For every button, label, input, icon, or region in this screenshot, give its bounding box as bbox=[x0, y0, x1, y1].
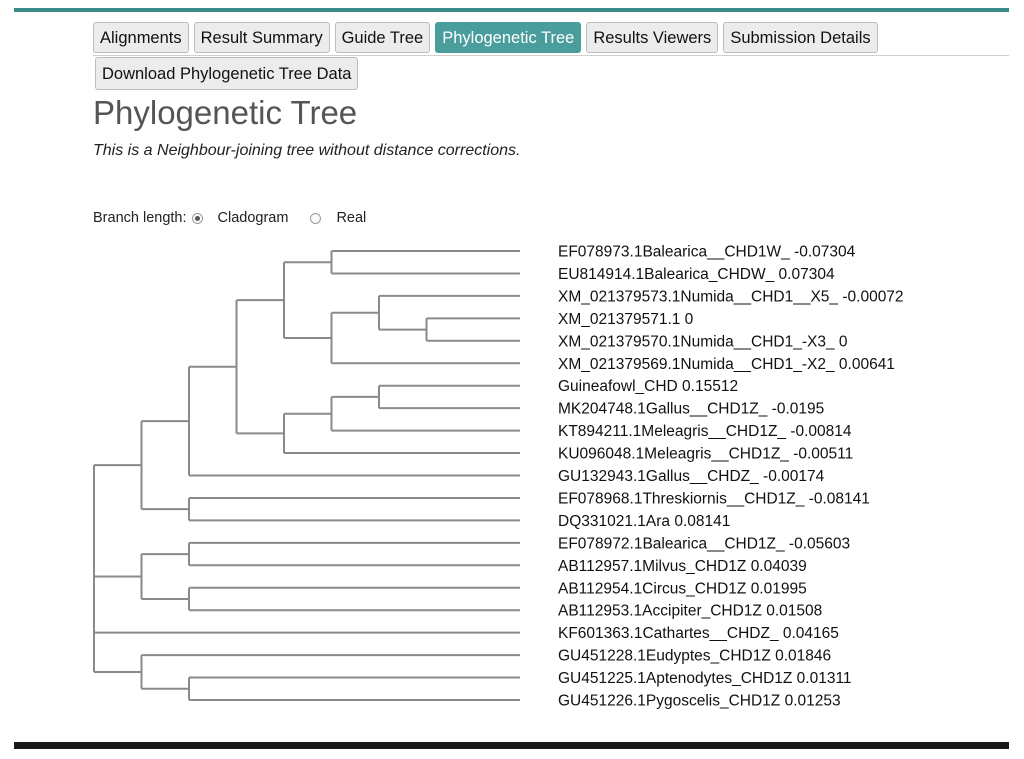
tab-phylogenetic-tree[interactable]: Phylogenetic Tree bbox=[435, 22, 582, 53]
tree-leaf-label: GU451226.1Pygoscelis_CHD1Z 0.01253 bbox=[558, 693, 841, 710]
tree-leaf-label: EF078968.1Threskiornis__CHD1Z_ -0.08141 bbox=[558, 490, 870, 507]
bottom-bar bbox=[14, 742, 1009, 749]
tree-leaf-label: XM_021379573.1Numida__CHD1__X5_ -0.00072 bbox=[558, 288, 904, 305]
tree-leaf-label: EF078972.1Balearica__CHD1Z_ -0.05603 bbox=[558, 535, 850, 552]
tree-leaf-label: KF601363.1Cathartes__CHDZ_ 0.04165 bbox=[558, 625, 839, 642]
tree-leaf-label: KU096048.1Meleagris__CHD1Z_ -0.00511 bbox=[558, 446, 853, 463]
tree-leaf-label: EF078973.1Balearica__CHD1W_ -0.07304 bbox=[558, 244, 856, 261]
download-tree-data-button[interactable]: Download Phylogenetic Tree Data bbox=[95, 57, 359, 90]
tab-guide-tree[interactable]: Guide Tree bbox=[334, 22, 431, 53]
real-option-label[interactable]: Real bbox=[336, 210, 367, 226]
tab-result-summary[interactable]: Result Summary bbox=[193, 22, 330, 53]
tab-bar: Alignments Result Summary Guide Tree Phy… bbox=[93, 22, 883, 53]
tree-leaf-label: GU132943.1Gallus__CHDZ_ -0.00174 bbox=[558, 468, 825, 485]
tree-leaf-label: Guineafowl_CHD 0.15512 bbox=[558, 378, 738, 395]
branch-length-control: Branch length: Cladogram Real bbox=[93, 210, 366, 226]
tree-leaf-label: AB112957.1Milvus_CHD1Z 0.04039 bbox=[558, 558, 807, 575]
tree-leaf-label: XM_021379569.1Numida__CHD1_-X2_ 0.00641 bbox=[558, 356, 895, 373]
page-title: Phylogenetic Tree bbox=[93, 94, 358, 131]
top-accent-bar bbox=[14, 8, 1009, 12]
real-radio[interactable] bbox=[310, 212, 322, 224]
tree-leaf-label: AB112953.1Accipiter_CHD1Z 0.01508 bbox=[558, 603, 822, 620]
page-subtitle: This is a Neighbour-joining tree without… bbox=[93, 142, 521, 159]
cladogram-option-label[interactable]: Cladogram bbox=[217, 210, 289, 226]
cladogram-radio[interactable] bbox=[191, 212, 203, 224]
tree-leaf-label: GU451225.1Aptenodytes_CHD1Z 0.01311 bbox=[558, 670, 852, 687]
branch-length-label: Branch length: bbox=[93, 210, 187, 226]
tree-leaf-label: KT894211.1Meleagris__CHD1Z_ -0.00814 bbox=[558, 423, 852, 440]
tab-divider bbox=[93, 55, 1009, 56]
tree-leaf-label: XM_021379571.1 0 bbox=[558, 311, 694, 328]
tree-leaf-label: XM_021379570.1Numida__CHD1_-X3_ 0 bbox=[558, 333, 848, 350]
tree-leaf-label: GU451228.1Eudyptes_CHD1Z 0.01846 bbox=[558, 648, 831, 665]
tree-leaf-label: DQ331021.1Ara 0.08141 bbox=[558, 513, 730, 530]
tree-leaf-label: MK204748.1Gallus__CHD1Z_ -0.0195 bbox=[558, 401, 824, 418]
tree-leaf-label: EU814914.1Balearica_CHDW_ 0.07304 bbox=[558, 266, 835, 283]
tab-results-viewers[interactable]: Results Viewers bbox=[586, 22, 719, 53]
tree-leaf-label: AB112954.1Circus_CHD1Z 0.01995 bbox=[558, 580, 807, 597]
tab-alignments[interactable]: Alignments bbox=[93, 22, 189, 53]
tab-submission-details[interactable]: Submission Details bbox=[723, 22, 878, 53]
